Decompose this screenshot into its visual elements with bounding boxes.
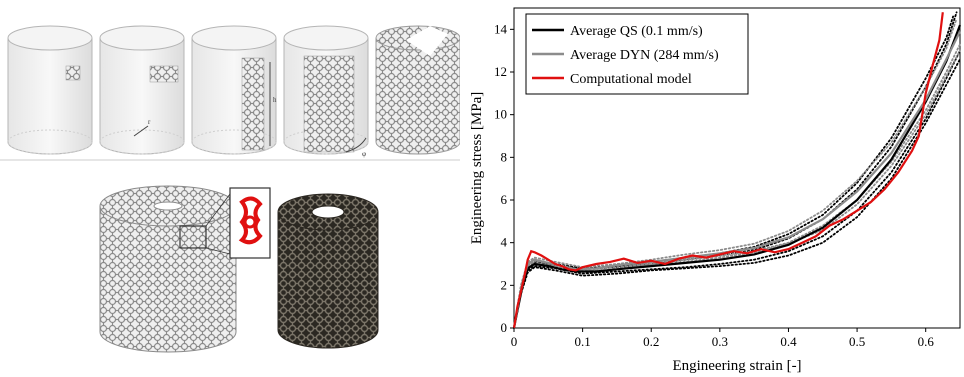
x-axis-label: Engineering strain [-] [672,358,801,374]
x-tick-label: 0 [511,334,518,349]
series-line-3 [512,12,944,329]
y-tick-label: 6 [501,192,508,207]
printed-specimen-photo [277,193,379,349]
series-line-1 [512,24,962,329]
dim-label-phi: φ [362,150,366,158]
x-tick-label: 0.3 [712,334,728,349]
unit-cell-zoom-callout [229,187,271,259]
test-curve-1 [513,49,961,329]
test-curve-6 [513,17,958,329]
dim-label-r: r [148,118,151,126]
axes [510,28,927,332]
x-tick-label: 0.5 [849,334,865,349]
series-lines [512,12,962,329]
y-tick-labels: 0 2 4 6 8 10 12 14 [494,21,508,335]
x-tick-label: 0.6 [918,334,935,349]
x-tick-label: 0.2 [643,334,659,349]
stage-4-cylinder: φ [283,25,369,158]
y-tick-label: 12 [494,64,507,79]
rotation-arrow-icon [345,137,367,153]
lattice-cylinder-render [99,185,237,353]
y-tick-label: 8 [501,149,508,164]
stage-1-cylinder [7,25,93,155]
y-tick-label: 2 [501,277,508,292]
x-tick-label: 0.4 [780,334,797,349]
stage-3-cylinder: h [191,25,277,155]
x-tick-labels: 0 0.1 0.2 0.3 0.4 0.5 0.6 [511,334,935,349]
stress-strain-chart: 0 0.1 0.2 0.3 0.4 0.5 0.6 0 2 4 6 8 10 12 14 Engineer… [469,7,962,374]
zoom-region-box [179,225,207,249]
y-tick-label: 14 [494,21,508,36]
stage-2-cylinder: r [99,25,185,155]
legend-label-1: Average QS (0.1 mm/s) [570,24,703,39]
legend-label-3: Computational model [570,72,692,87]
y-tick-label: 0 [501,320,508,335]
legend: Average QS (0.1 mm/s) Average DYN (284 mm… [525,13,749,95]
test-curve-3 [513,58,961,329]
x-tick-label: 0.1 [574,334,590,349]
dim-label-h: h [273,96,277,104]
radius-arrow-icon [133,125,149,137]
stage-5-lattice-complete [375,25,460,155]
legend-label-2: Average DYN (284 mm/s) [570,48,719,63]
specimen-illustration-panel: r h φ [0,25,460,353]
y-tick-label: 10 [494,107,507,122]
y-axis-label: Engineering stress [MPa] [469,92,485,244]
y-tick-label: 4 [501,235,508,250]
unit-cell-icon [238,196,263,245]
